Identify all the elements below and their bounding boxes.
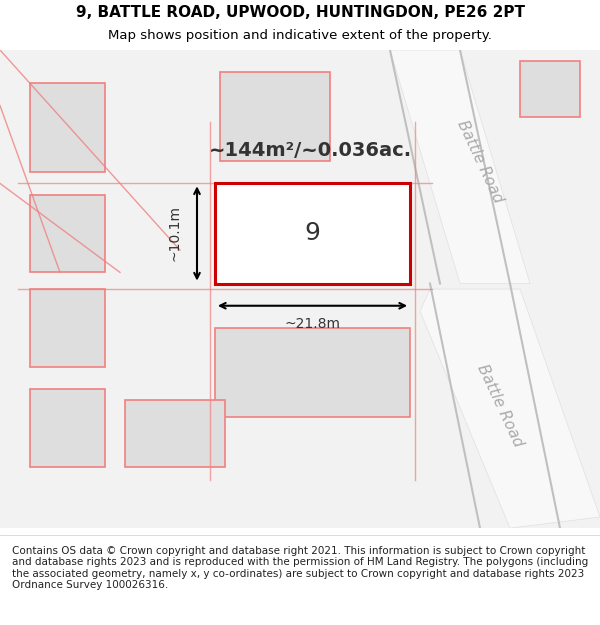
Text: Battle Road: Battle Road [475,362,526,449]
Text: ~21.8m: ~21.8m [284,316,341,331]
Bar [30,389,105,467]
FancyBboxPatch shape [30,83,105,172]
FancyBboxPatch shape [30,194,105,272]
Bar [215,328,410,417]
Text: Map shows position and indicative extent of the property.: Map shows position and indicative extent… [108,29,492,42]
Text: Battle Road: Battle Road [454,118,506,205]
Bar [125,400,225,467]
FancyBboxPatch shape [30,289,105,367]
Text: ~10.1m: ~10.1m [168,206,182,261]
Bar [520,61,580,117]
Text: 9: 9 [305,221,320,246]
Polygon shape [420,289,600,528]
Text: Contains OS data © Crown copyright and database right 2021. This information is : Contains OS data © Crown copyright and d… [12,546,588,591]
Bar [220,72,330,161]
Polygon shape [390,50,530,284]
Text: ~144m²/~0.036ac.: ~144m²/~0.036ac. [208,141,412,159]
Bar [215,183,410,284]
Text: 9, BATTLE ROAD, UPWOOD, HUNTINGDON, PE26 2PT: 9, BATTLE ROAD, UPWOOD, HUNTINGDON, PE26… [76,5,524,20]
